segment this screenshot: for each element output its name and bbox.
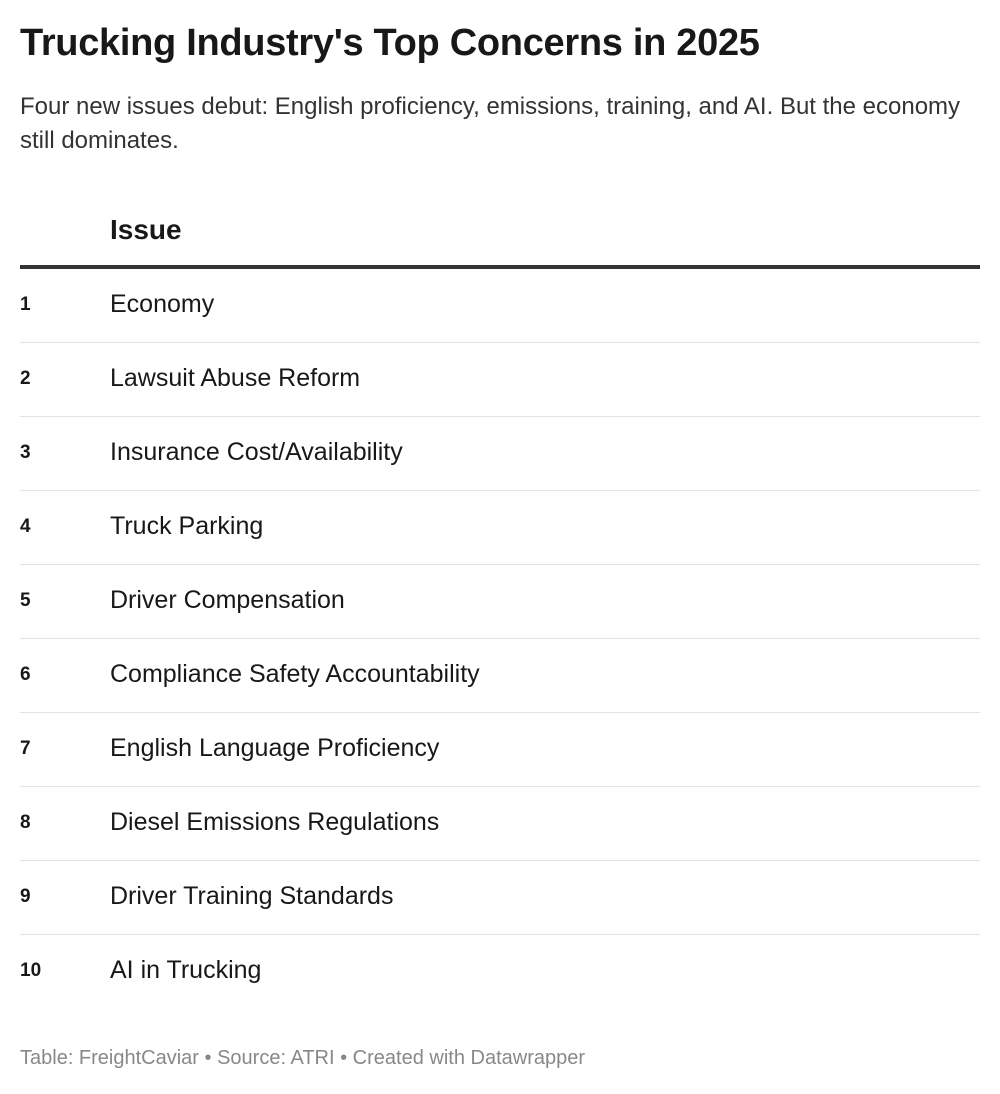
table-row: 10 AI in Trucking [20,935,980,1008]
rank-cell: 3 [20,442,31,463]
table-row: 2 Lawsuit Abuse Reform [20,343,980,417]
table-row: 4 Truck Parking [20,491,980,565]
issue-cell: English Language Proficiency [110,734,440,762]
rank-cell: 2 [20,368,31,389]
table-row: 1 Economy [20,269,980,343]
table-row: 8 Diesel Emissions Regulations [20,787,980,861]
rank-cell: 7 [20,738,31,759]
issue-cell: AI in Trucking [110,956,262,984]
issue-cell: Insurance Cost/Availability [110,438,403,466]
table-row: 3 Insurance Cost/Availability [20,417,980,491]
issue-cell: Driver Compensation [110,586,345,614]
concerns-table: Issue 1 Economy 2 Lawsuit Abuse Reform 3 Insu… [20,200,980,1008]
table-body: 1 Economy 2 Lawsuit Abuse Reform 3 Insurance … [20,269,980,1008]
column-header-issue[interactable]: Issue [110,214,182,245]
page-title: Trucking Industry's Top Concerns in 2025 [20,22,760,64]
separator: • [334,1047,353,1069]
issue-cell: Diesel Emissions Regulations [110,808,440,836]
footer: Table: FreightCaviar • Source: ATRI • Cr… [20,1047,585,1070]
issue-cell: Driver Training Standards [110,882,394,910]
subtitle: Four new issues debut: English proficien… [20,93,961,154]
table-row: 9 Driver Training Standards [20,861,980,935]
issue-cell: Economy [110,290,215,318]
issue-cell: Truck Parking [110,512,264,540]
table-credit: Table: FreightCaviar [20,1047,199,1069]
source-credit: Source: ATRI [217,1047,335,1069]
rank-cell: 4 [20,516,31,537]
rank-cell: 10 [20,960,42,981]
rank-cell: 1 [20,294,31,315]
issue-cell: Compliance Safety Accountability [110,660,480,688]
separator: • [198,1047,218,1069]
datawrapper-link[interactable]: Created with Datawrapper [352,1047,586,1069]
table-row: 7 English Language Proficiency [20,713,980,787]
rank-cell: 9 [20,886,31,907]
table-row: 5 Driver Compensation [20,565,980,639]
table-header: Issue [20,200,980,269]
rank-cell: 8 [20,812,31,833]
rank-cell: 6 [20,664,31,685]
table-row: 6 Compliance Safety Accountability [20,639,980,713]
rank-cell: 5 [20,590,31,611]
issue-cell: Lawsuit Abuse Reform [110,364,361,392]
